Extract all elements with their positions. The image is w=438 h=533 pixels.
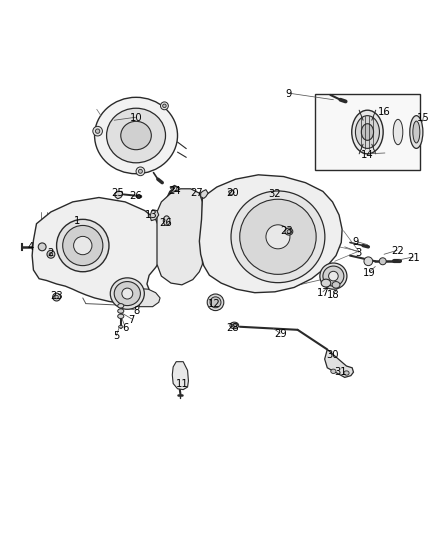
Text: 14: 14	[361, 150, 374, 160]
Text: 2: 2	[48, 248, 54, 259]
Text: 9: 9	[352, 238, 358, 247]
Text: 5: 5	[113, 332, 120, 341]
Polygon shape	[229, 190, 234, 195]
Ellipse shape	[331, 369, 336, 374]
Text: 17: 17	[317, 288, 329, 298]
Text: 29: 29	[274, 329, 286, 339]
Text: 24: 24	[168, 187, 181, 196]
Text: 11: 11	[176, 379, 188, 390]
Text: 16: 16	[378, 107, 390, 117]
Ellipse shape	[38, 243, 46, 251]
Text: 7: 7	[128, 315, 135, 325]
Ellipse shape	[63, 225, 103, 265]
Bar	[315, 94, 420, 171]
Text: 6: 6	[122, 322, 128, 333]
Text: 31: 31	[334, 367, 347, 377]
Ellipse shape	[379, 258, 386, 265]
Ellipse shape	[323, 266, 344, 286]
Ellipse shape	[119, 326, 123, 328]
Text: 10: 10	[130, 113, 142, 123]
Ellipse shape	[232, 324, 237, 327]
Ellipse shape	[210, 297, 221, 308]
Ellipse shape	[410, 116, 423, 148]
Ellipse shape	[356, 116, 379, 148]
Ellipse shape	[110, 278, 145, 309]
Polygon shape	[325, 350, 353, 377]
Ellipse shape	[230, 322, 239, 329]
Ellipse shape	[74, 236, 92, 255]
Polygon shape	[157, 189, 202, 285]
Ellipse shape	[47, 251, 55, 258]
Text: 30: 30	[326, 350, 339, 360]
Ellipse shape	[57, 220, 109, 272]
Text: 26: 26	[159, 218, 172, 228]
Text: 3: 3	[356, 248, 362, 259]
Ellipse shape	[118, 304, 124, 308]
Ellipse shape	[320, 263, 347, 289]
Ellipse shape	[106, 108, 166, 163]
Ellipse shape	[344, 371, 349, 375]
Ellipse shape	[266, 225, 290, 249]
Ellipse shape	[95, 129, 100, 133]
Ellipse shape	[328, 271, 338, 281]
Polygon shape	[135, 288, 160, 306]
Polygon shape	[115, 191, 123, 199]
Ellipse shape	[163, 216, 170, 225]
Text: 8: 8	[133, 306, 139, 316]
Text: 28: 28	[226, 324, 238, 334]
Polygon shape	[201, 190, 208, 198]
Ellipse shape	[393, 119, 403, 144]
Text: 4: 4	[27, 242, 34, 252]
Text: 23: 23	[280, 225, 293, 236]
Polygon shape	[172, 362, 188, 390]
Polygon shape	[199, 175, 342, 293]
Ellipse shape	[364, 257, 373, 265]
Text: 9: 9	[286, 89, 292, 99]
Polygon shape	[32, 198, 163, 306]
Ellipse shape	[160, 102, 168, 110]
Text: 12: 12	[208, 298, 221, 309]
Ellipse shape	[240, 199, 316, 274]
Polygon shape	[150, 210, 159, 221]
Ellipse shape	[95, 98, 177, 174]
Text: 18: 18	[327, 290, 340, 300]
Ellipse shape	[55, 295, 58, 299]
Ellipse shape	[352, 110, 383, 154]
Text: 23: 23	[50, 291, 63, 301]
Ellipse shape	[138, 169, 142, 173]
Text: 20: 20	[226, 188, 238, 198]
Text: 15: 15	[417, 113, 430, 123]
Ellipse shape	[285, 228, 293, 235]
Ellipse shape	[53, 293, 60, 301]
Ellipse shape	[332, 281, 340, 288]
Ellipse shape	[49, 253, 53, 256]
Text: 21: 21	[407, 253, 420, 263]
Ellipse shape	[122, 288, 133, 299]
Text: 22: 22	[391, 246, 403, 256]
Ellipse shape	[361, 124, 374, 140]
Text: 13: 13	[145, 210, 158, 220]
Text: 26: 26	[130, 191, 142, 201]
Ellipse shape	[413, 121, 420, 143]
Ellipse shape	[136, 167, 145, 176]
Ellipse shape	[121, 122, 151, 150]
Text: 25: 25	[111, 188, 124, 198]
Text: 27: 27	[190, 188, 203, 198]
Ellipse shape	[114, 281, 141, 305]
Ellipse shape	[93, 126, 102, 136]
Ellipse shape	[321, 279, 331, 287]
Ellipse shape	[207, 294, 224, 311]
Ellipse shape	[118, 309, 124, 313]
Ellipse shape	[162, 104, 166, 108]
Text: 19: 19	[363, 268, 376, 278]
Text: 1: 1	[74, 216, 80, 225]
Ellipse shape	[118, 314, 124, 318]
Text: 32: 32	[268, 189, 281, 199]
Ellipse shape	[231, 191, 325, 282]
Ellipse shape	[287, 230, 290, 233]
